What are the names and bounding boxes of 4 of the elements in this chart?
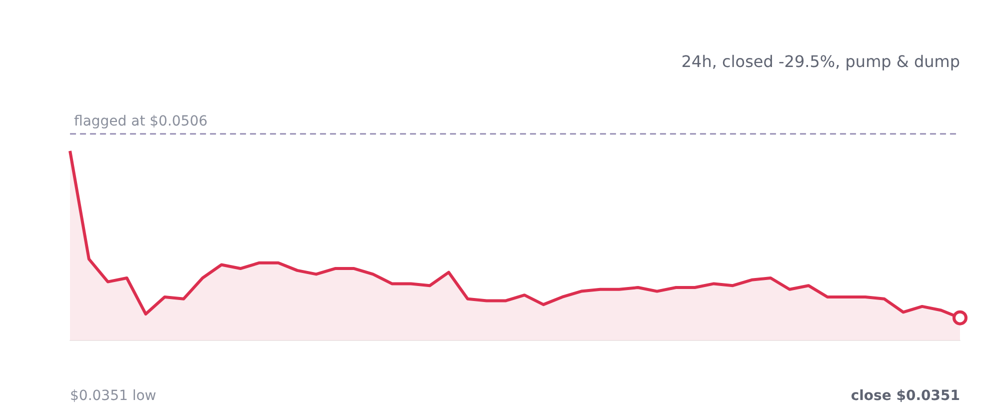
text: close $0.0351: [850, 388, 960, 404]
ref-line-label: flagged at $0.0506: [74, 114, 208, 130]
text: $0.0351 low: [70, 388, 156, 404]
chart-subtitle: 24h, closed -29.5%, pump & dump: [681, 52, 960, 71]
